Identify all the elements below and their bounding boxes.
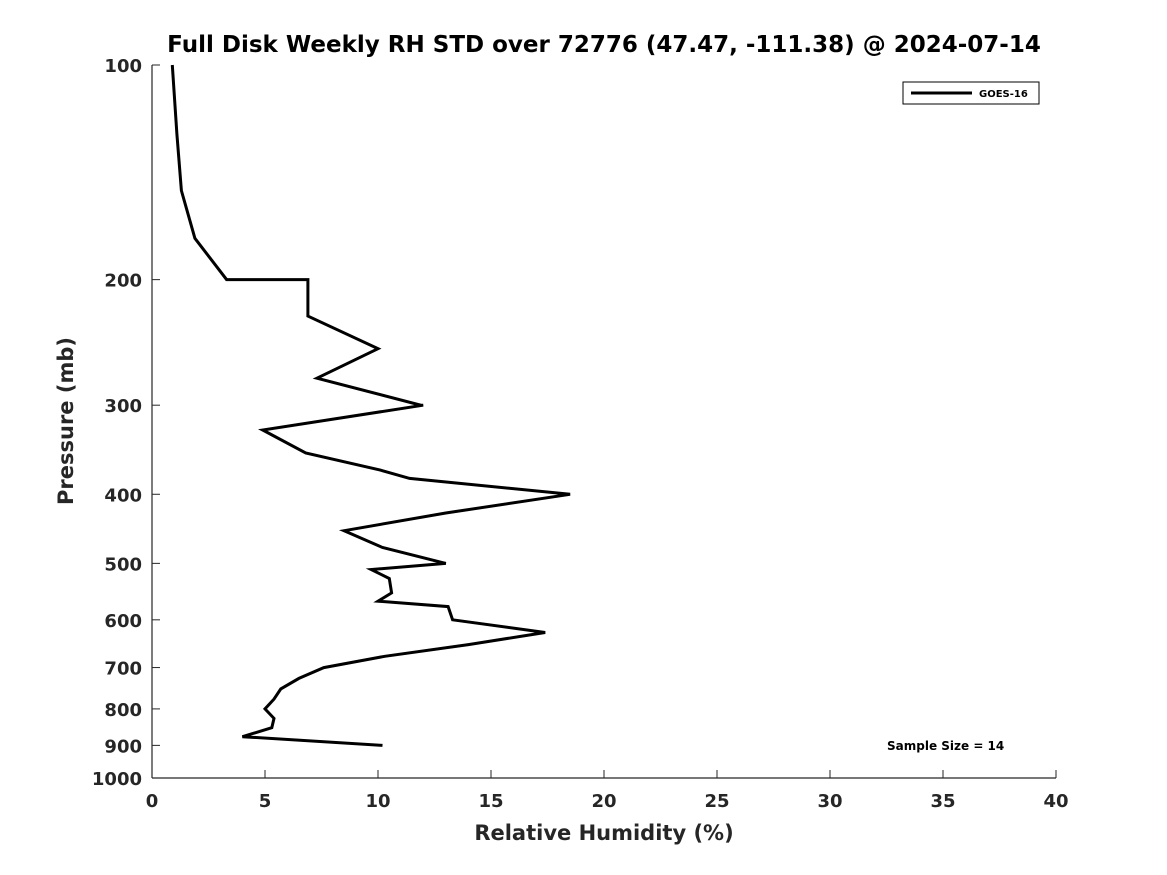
x-tick-label: 30 [817,791,842,812]
x-tick-label: 35 [930,791,955,812]
y-tick-label: 600 [104,611,142,632]
x-tick-label: 20 [591,791,616,812]
sample-size-annotation: Sample Size = 14 [887,739,1004,753]
plot-area [170,64,571,747]
y-tick-label: 500 [104,554,142,575]
y-tick-label: 800 [104,700,142,721]
x-tick-label: 10 [365,791,390,812]
chart-title: Full Disk Weekly RH STD over 72776 (47.4… [167,32,1041,58]
axes: 0 5 10 15 20 25 30 35 40 100 200 300 400 500 600 700 800… [92,56,1069,812]
y-axis-label: Pressure (mb) [54,337,78,505]
y-tick-label: 400 [104,485,142,506]
legend: GOES-16 [902,81,1040,105]
y-tick-label: 1000 [92,769,142,790]
x-tick-label: 25 [704,791,729,812]
y-tick-label: 900 [104,736,142,757]
x-tick-label: 0 [146,791,159,812]
y-tick-label: 700 [104,659,142,680]
x-tick-label: 15 [478,791,503,812]
x-axis-label: Relative Humidity (%) [474,821,733,845]
x-tick-label: 40 [1043,791,1068,812]
y-tick-label: 300 [104,396,142,417]
x-tick-label: 5 [259,791,272,812]
legend-label: GOES-16 [979,89,1028,100]
y-tick-label: 200 [104,271,142,292]
series-line-goes-16 [170,64,571,747]
y-tick-label: 100 [104,56,142,77]
